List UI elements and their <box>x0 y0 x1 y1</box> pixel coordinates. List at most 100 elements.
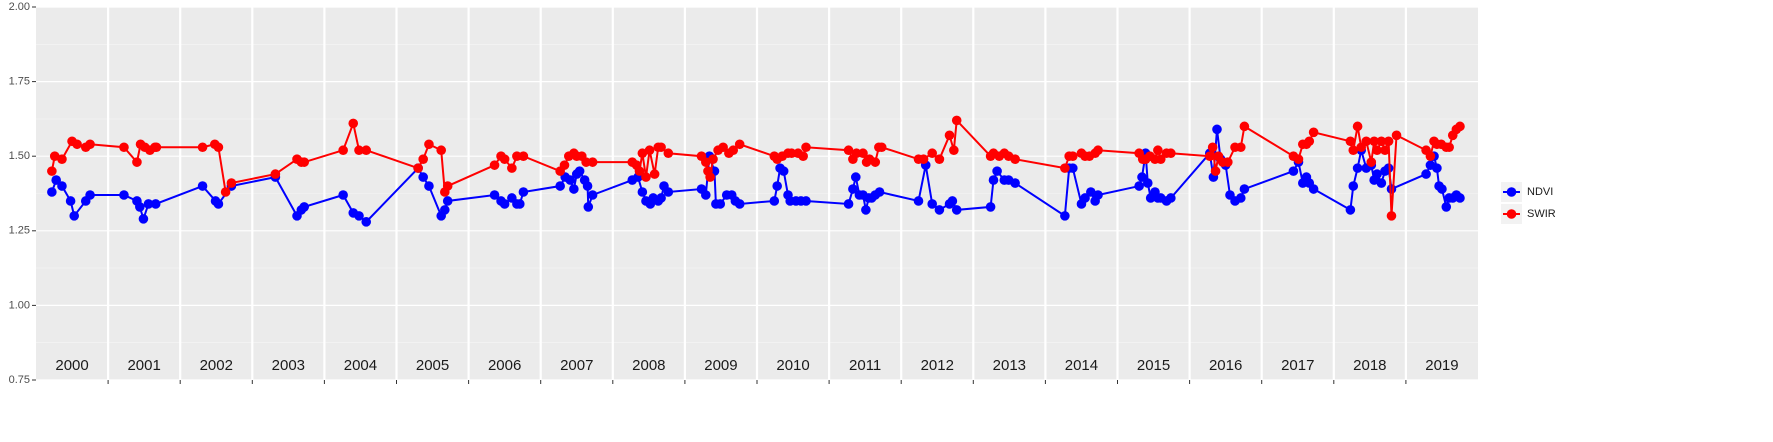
data-point <box>569 184 579 194</box>
data-point <box>843 145 854 156</box>
data-point <box>518 187 529 197</box>
year-label: 2002 <box>200 357 233 374</box>
data-point <box>649 169 660 179</box>
year-label: 2007 <box>560 357 593 374</box>
data-point <box>1080 193 1090 203</box>
data-point <box>418 154 428 164</box>
year-label: 2017 <box>1281 357 1314 374</box>
year-label: 2012 <box>921 357 954 374</box>
axes: 0.75 1.00 1.25 1.50 1.75 2.00 2000 2001 2002 2003… <box>9 1 1459 386</box>
data-point <box>1308 127 1319 138</box>
data-point <box>65 196 76 206</box>
data-point <box>858 148 868 159</box>
data-point <box>132 157 142 167</box>
data-point <box>641 172 651 182</box>
data-point <box>220 187 231 197</box>
data-point <box>489 160 500 170</box>
data-point <box>663 148 674 159</box>
data-point <box>1455 121 1465 132</box>
data-point <box>1345 136 1356 147</box>
data-point <box>507 163 517 173</box>
data-point <box>354 211 364 221</box>
data-point <box>850 172 861 182</box>
data-point <box>708 154 718 164</box>
data-point <box>1060 211 1070 221</box>
year-label: 2018 <box>1353 357 1386 374</box>
data-point <box>559 160 570 170</box>
legend-label: NDVI <box>1527 186 1553 198</box>
data-point <box>51 175 61 185</box>
data-point <box>226 178 237 188</box>
legend: NDVI SWIR <box>1501 182 1556 224</box>
year-label: 2006 <box>488 357 521 374</box>
y-tick-label: 1.00 <box>9 299 30 311</box>
data-point <box>442 196 453 206</box>
marks <box>47 115 1465 227</box>
data-point <box>1304 136 1315 147</box>
data-point <box>138 214 149 224</box>
data-point <box>1239 184 1250 194</box>
data-point <box>85 139 95 150</box>
year-label: 2000 <box>55 357 88 374</box>
data-point <box>574 166 585 176</box>
data-point <box>644 145 655 156</box>
data-point <box>718 142 728 153</box>
data-point <box>119 142 129 153</box>
data-point <box>440 205 450 215</box>
data-point <box>1432 163 1442 173</box>
data-point <box>1348 145 1359 156</box>
data-point <box>1372 145 1382 156</box>
data-point <box>587 190 598 200</box>
data-point <box>1212 124 1222 135</box>
data-point <box>1142 178 1153 188</box>
data-point <box>418 172 428 182</box>
data-point <box>1352 163 1363 173</box>
data-point <box>870 157 881 167</box>
data-point <box>489 190 500 200</box>
data-point <box>1060 163 1070 173</box>
y-tick-label: 2.00 <box>9 1 30 13</box>
data-point <box>143 199 154 209</box>
data-point <box>949 145 959 156</box>
data-point <box>69 211 80 221</box>
data-point <box>1376 136 1387 147</box>
data-point <box>848 184 858 194</box>
data-point <box>1207 142 1218 153</box>
data-point <box>436 145 447 156</box>
data-point <box>1235 142 1246 153</box>
data-point <box>734 199 745 209</box>
data-point <box>772 181 782 191</box>
data-point <box>270 169 281 179</box>
year-label: 2009 <box>704 357 737 374</box>
data-point <box>57 181 67 191</box>
data-point <box>843 199 854 209</box>
data-point <box>1086 187 1096 197</box>
data-point <box>728 145 739 156</box>
data-point <box>1383 136 1394 147</box>
data-point <box>1235 193 1246 203</box>
data-point <box>338 190 348 200</box>
data-point <box>47 166 57 176</box>
data-point <box>637 187 648 197</box>
grid <box>36 6 1478 381</box>
data-point <box>1293 154 1304 164</box>
legend-marker <box>1506 209 1517 219</box>
data-point <box>934 205 945 215</box>
data-point <box>798 151 808 161</box>
data-point <box>424 181 434 191</box>
data-point <box>1345 205 1356 215</box>
data-point <box>992 166 1002 176</box>
data-point <box>947 196 958 206</box>
data-point <box>518 151 529 161</box>
data-point <box>299 157 310 167</box>
data-point <box>1210 166 1221 176</box>
data-point <box>637 148 648 159</box>
data-point <box>565 175 576 185</box>
data-point <box>1369 136 1379 147</box>
year-label: 2014 <box>1065 357 1098 374</box>
data-point <box>656 193 666 203</box>
data-point <box>1361 136 1372 147</box>
data-point <box>876 142 887 153</box>
data-point <box>1166 148 1176 159</box>
year-label: 2004 <box>344 357 377 374</box>
